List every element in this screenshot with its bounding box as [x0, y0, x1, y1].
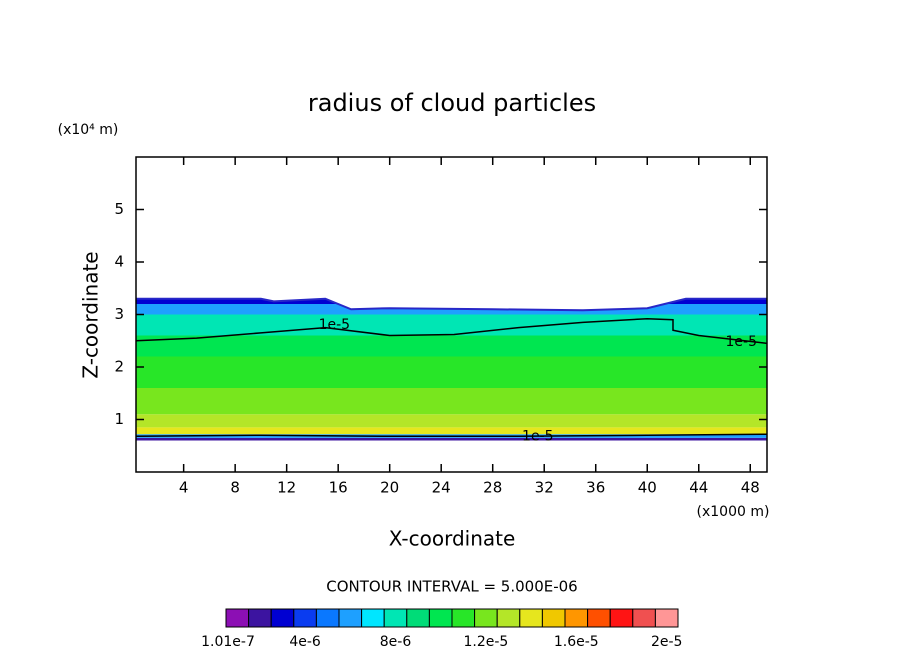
colorbar-box: [315, 608, 340, 628]
x-tick-label: 8: [230, 479, 240, 497]
contour-line: [135, 317, 768, 345]
field-band: [136, 388, 767, 415]
colorbar-box: [564, 608, 589, 628]
cloud-top: [136, 297, 767, 312]
contour-label: 1e-5: [522, 428, 553, 444]
colorbar-box: [496, 608, 521, 628]
colorbar-box: [609, 608, 634, 628]
colorbar-box: [632, 608, 656, 628]
colorbar-label: 2e-5: [651, 634, 682, 650]
colorbar-box: [428, 608, 453, 628]
colorbar-box: [293, 608, 317, 628]
colorbar-box: [519, 608, 543, 628]
y-tick-label: 4: [114, 253, 124, 271]
colorbar-box: [451, 608, 476, 628]
colorbar-label: 1.2e-5: [463, 634, 508, 650]
colorbar-box: [383, 608, 408, 628]
colorbar-box: [361, 608, 385, 628]
colorbar-label: 8e-6: [380, 634, 412, 650]
y-tick-label: 2: [114, 358, 124, 376]
colorbar-box: [654, 608, 679, 628]
contour-interval: CONTOUR INTERVAL = 5.000E-06: [326, 578, 577, 596]
chart-title: radius of cloud particles: [308, 89, 596, 117]
field-band: [136, 356, 767, 388]
y-unit: (x10⁴ m): [58, 122, 119, 138]
field-band: [136, 414, 767, 428]
field-band: [136, 437, 767, 441]
field-band: [136, 335, 767, 357]
x-tick-label: 44: [689, 479, 708, 497]
x-tick-label: 20: [380, 479, 399, 497]
x-tick-label: 16: [329, 479, 348, 497]
contour-label: 1e-5: [726, 334, 757, 350]
colorbar-box: [225, 608, 250, 628]
contour-line: [135, 433, 768, 438]
x-tick-label: 48: [741, 479, 760, 497]
y-tick-label: 5: [114, 200, 124, 218]
colorbar-label: 4e-6: [289, 634, 321, 650]
x-unit: (x1000 m): [697, 504, 770, 520]
colorbar-box: [338, 608, 363, 628]
colorbar-label: 1.01e-7: [201, 634, 255, 650]
x-tick-label: 12: [277, 479, 296, 497]
x-tick-label: 24: [432, 479, 451, 497]
y-axis-label: Z-coordinate: [79, 251, 103, 378]
x-tick-label: 40: [638, 479, 657, 497]
colorbar-box: [406, 608, 430, 628]
x-axis-label: X-coordinate: [389, 527, 516, 551]
colorbar-box: [541, 608, 566, 628]
field-band: [136, 427, 767, 435]
x-tick-label: 4: [179, 479, 189, 497]
colorbar-box: [248, 608, 272, 628]
colorbar-box: [270, 608, 295, 628]
x-tick-label: 28: [483, 479, 502, 497]
colorbar-box: [587, 608, 611, 628]
colorbar-box: [474, 608, 498, 628]
y-tick-label: 3: [114, 305, 124, 323]
contour-label: 1e-5: [319, 317, 350, 333]
x-tick-label: 32: [535, 479, 554, 497]
x-tick-label: 36: [586, 479, 605, 497]
y-tick-label: 1: [114, 410, 124, 428]
colorbar-label: 1.6e-5: [554, 634, 599, 650]
field: [136, 298, 767, 441]
